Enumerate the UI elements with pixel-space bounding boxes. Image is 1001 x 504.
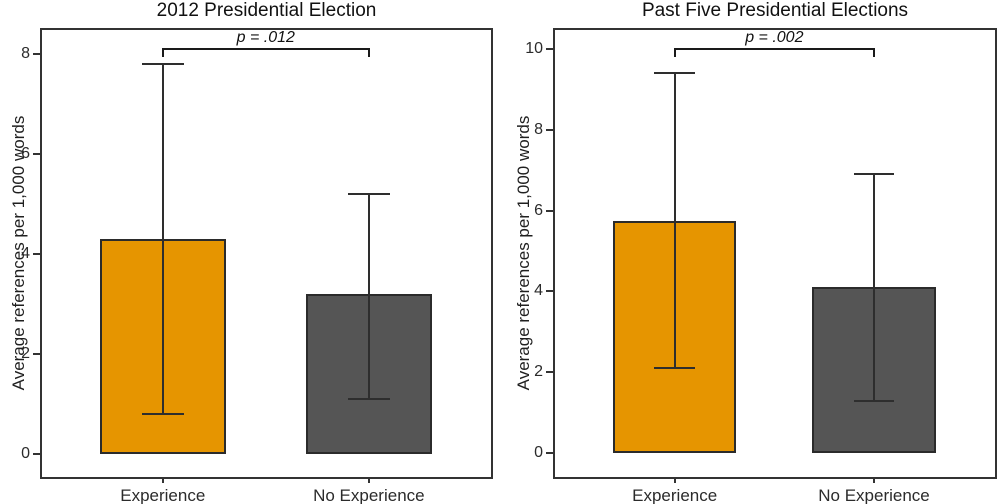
- x-axis-tick: [161, 477, 164, 483]
- x-category-label-no-experience: No Experience: [818, 486, 930, 504]
- y-tick-label: 4: [21, 245, 30, 263]
- x-axis-tick: [873, 477, 875, 483]
- y-axis-tick: [33, 53, 40, 56]
- panel-title: 2012 Presidential Election: [156, 0, 377, 21]
- y-axis-tick: [546, 452, 553, 455]
- error-bar-cap: [347, 193, 390, 196]
- y-axis-title: Average references per 1,000 words: [514, 115, 533, 391]
- plot-area: 0 2 4 6 8 Experience No Experience p = .012: [21, 28, 493, 504]
- y-tick-label: 2: [534, 363, 543, 381]
- y-axis-tick: [33, 153, 40, 156]
- y-axis-tick: [546, 290, 553, 293]
- x-axis-tick: [367, 477, 370, 483]
- y-tick-label: 2: [21, 345, 30, 363]
- error-bar-no-experience: [873, 174, 875, 401]
- plot-area: 0 2 4 6 8 10 Experience No Experience p = .002: [525, 28, 997, 504]
- y-tick-label: 6: [21, 145, 30, 163]
- significance-bracket-end: [673, 48, 676, 58]
- significance-bracket: [674, 48, 874, 51]
- error-bar-cap: [853, 399, 895, 402]
- y-tick-label: 0: [534, 444, 543, 462]
- panel-past-five-elections: Past Five Presidential Elections Average…: [500, 0, 1001, 504]
- error-bar-cap: [141, 63, 184, 66]
- y-axis-tick: [33, 353, 40, 356]
- p-value-label: p = .012: [236, 28, 295, 46]
- y-tick-label: 8: [21, 45, 30, 63]
- error-bar-experience: [161, 64, 164, 415]
- significance-bracket-end: [367, 47, 370, 57]
- error-bar-cap: [654, 72, 696, 75]
- significance-bracket: [162, 47, 369, 50]
- panel-title: Past Five Presidential Elections: [641, 0, 909, 21]
- error-bar-cap: [347, 398, 390, 401]
- x-category-label-no-experience: No Experience: [313, 486, 425, 504]
- panel-2012-election: 2012 Presidential Election Average refer…: [0, 0, 500, 504]
- x-axis-tick: [673, 477, 676, 483]
- significance-bracket-end: [161, 47, 164, 57]
- error-bar-experience: [673, 73, 676, 369]
- significance-bracket-end: [873, 48, 875, 58]
- y-tick-label: 0: [21, 445, 30, 463]
- x-category-label-experience: Experience: [632, 486, 718, 504]
- y-tick-label: 4: [534, 282, 543, 300]
- y-axis-tick: [546, 209, 553, 212]
- p-value-label: p = .002: [745, 29, 804, 47]
- y-axis-tick: [546, 371, 553, 374]
- y-tick-label: 10: [525, 39, 543, 57]
- error-bar-cap: [853, 173, 895, 176]
- y-axis-tick: [546, 128, 553, 131]
- y-tick-label: 8: [534, 120, 543, 138]
- y-axis-tick: [546, 47, 553, 50]
- error-bar-cap: [141, 413, 184, 416]
- error-bar-no-experience: [367, 194, 370, 400]
- y-axis-tick: [33, 453, 40, 456]
- y-tick-label: 6: [534, 201, 543, 219]
- y-axis-tick: [33, 253, 40, 256]
- x-category-label-experience: Experience: [120, 486, 206, 504]
- error-bar-cap: [654, 367, 696, 370]
